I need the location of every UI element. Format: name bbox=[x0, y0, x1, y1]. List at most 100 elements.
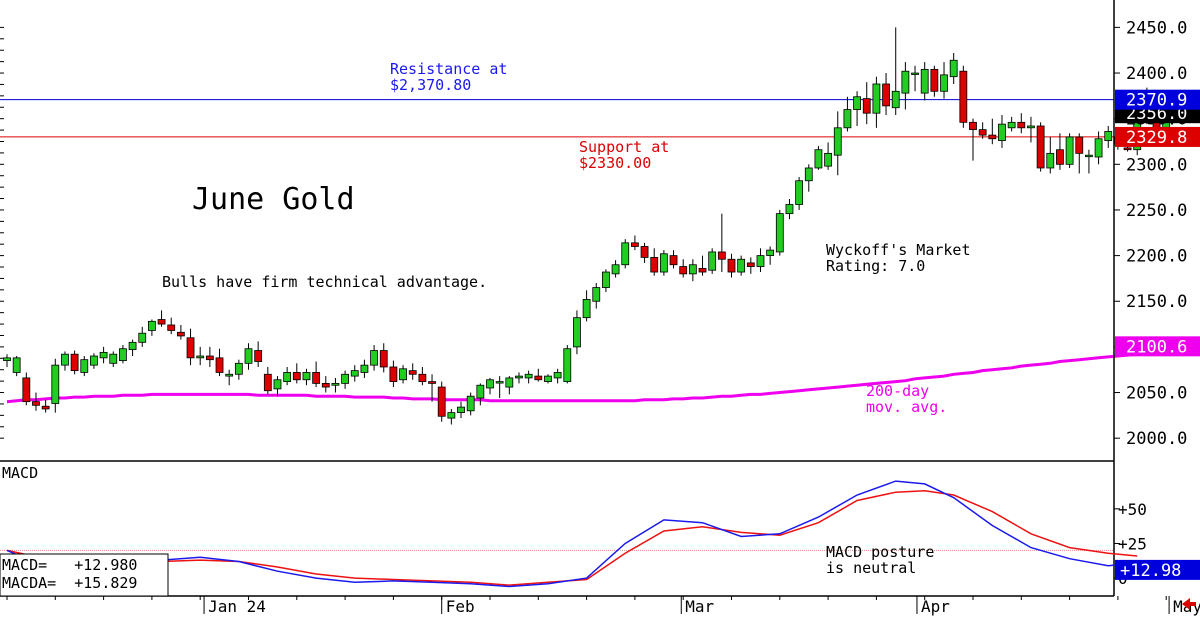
candle-body bbox=[437, 386, 446, 417]
candle-body bbox=[254, 350, 263, 362]
price-tick-label: 2000.0 bbox=[1126, 429, 1187, 449]
candle-body bbox=[698, 267, 707, 273]
candle bbox=[534, 368, 543, 382]
support-annotation: Support at $2330.00 bbox=[579, 138, 669, 172]
candle-body bbox=[176, 331, 185, 337]
candle-body bbox=[379, 350, 388, 368]
candle-body bbox=[22, 377, 31, 403]
candle bbox=[225, 369, 234, 386]
macd-readout-box bbox=[0, 553, 169, 597]
candle-body bbox=[205, 355, 214, 361]
resistance-tag-bg bbox=[1115, 89, 1200, 110]
candle bbox=[418, 366, 427, 386]
price-tick-label: 2400.0 bbox=[1126, 64, 1187, 84]
scroll-left-arrow-icon[interactable] bbox=[1182, 598, 1196, 610]
candle bbox=[891, 27, 900, 116]
candle-body bbox=[969, 121, 977, 131]
candle bbox=[959, 65, 968, 128]
candle bbox=[727, 253, 736, 278]
candle-body bbox=[399, 368, 407, 381]
price-axis: 2450.02400.02350.02300.02250.02200.02150… bbox=[1114, 18, 1200, 449]
candle-body bbox=[795, 180, 804, 205]
candle-body bbox=[476, 384, 485, 399]
candle bbox=[833, 111, 842, 176]
candle bbox=[234, 359, 243, 380]
candle bbox=[631, 235, 639, 251]
date-label: Mar bbox=[685, 597, 714, 616]
candle bbox=[988, 118, 997, 145]
price-tick-label: 2150.0 bbox=[1126, 292, 1187, 312]
candle bbox=[814, 146, 823, 170]
candle-body bbox=[669, 255, 678, 266]
price-tick-label: 2250.0 bbox=[1126, 201, 1187, 221]
candle-body bbox=[273, 379, 282, 390]
candle bbox=[717, 213, 726, 273]
ma200-line bbox=[6, 346, 1200, 404]
macd-tick-label: +50 bbox=[1118, 500, 1147, 519]
candle bbox=[1007, 116, 1016, 132]
macd-value-tag: +12.98 bbox=[1120, 561, 1181, 581]
candle bbox=[688, 259, 697, 282]
candle bbox=[321, 376, 330, 393]
candle-body bbox=[80, 359, 89, 373]
ma200-tag: 2100.6 bbox=[1126, 337, 1187, 357]
chart-subtitle: Bulls have firm technical advantage. bbox=[162, 273, 487, 291]
candle bbox=[70, 350, 79, 375]
candle-body bbox=[215, 357, 224, 373]
candle bbox=[611, 260, 620, 278]
candle-body bbox=[147, 320, 156, 331]
chart-title: June Gold bbox=[192, 182, 355, 217]
candle-body bbox=[128, 341, 137, 351]
candle bbox=[708, 248, 717, 274]
candle bbox=[476, 383, 485, 406]
candle bbox=[1085, 149, 1093, 174]
candle-body bbox=[582, 299, 591, 319]
candle bbox=[457, 401, 465, 419]
candle bbox=[901, 62, 910, 110]
candle-body bbox=[1017, 121, 1026, 129]
candle bbox=[978, 122, 987, 139]
candle-body bbox=[370, 350, 378, 366]
candle bbox=[1056, 133, 1064, 170]
candle bbox=[486, 377, 494, 395]
candle bbox=[41, 399, 50, 413]
candle bbox=[1075, 133, 1084, 174]
ma200-annotation: 200-day mov. avg. bbox=[866, 382, 947, 416]
candle-body bbox=[1085, 154, 1093, 158]
candle-body bbox=[3, 357, 11, 361]
candle-body bbox=[853, 96, 861, 110]
candle bbox=[80, 356, 89, 377]
candle-body bbox=[688, 264, 697, 275]
candle-body bbox=[302, 372, 311, 381]
candle-body bbox=[457, 406, 465, 414]
candle-body bbox=[949, 59, 958, 78]
candle bbox=[176, 324, 185, 340]
candle bbox=[138, 326, 147, 347]
support-tag-bg bbox=[1115, 126, 1200, 147]
candle bbox=[389, 360, 398, 388]
candle bbox=[341, 370, 350, 389]
candle bbox=[524, 370, 533, 384]
candle-body bbox=[611, 264, 620, 275]
candle-body bbox=[1075, 136, 1084, 154]
candle-body bbox=[746, 262, 755, 267]
candle bbox=[582, 290, 591, 322]
date-axis: Jan 24FebMarAprMay bbox=[6, 596, 1200, 616]
candle bbox=[1094, 131, 1103, 165]
candle-body bbox=[312, 372, 321, 384]
candle bbox=[119, 345, 127, 364]
candle bbox=[998, 115, 1006, 148]
candle-body bbox=[872, 83, 881, 114]
candle bbox=[215, 348, 224, 377]
candle-body bbox=[930, 68, 939, 92]
candle bbox=[302, 368, 311, 386]
candle bbox=[61, 351, 69, 371]
price-tick-label: 2050.0 bbox=[1126, 384, 1187, 404]
candle-body bbox=[833, 127, 842, 156]
candle-body bbox=[495, 381, 504, 384]
candle-body bbox=[766, 249, 775, 257]
candle-body bbox=[891, 90, 900, 109]
candle-body bbox=[486, 379, 494, 389]
candle bbox=[292, 363, 301, 384]
candle bbox=[428, 374, 436, 402]
